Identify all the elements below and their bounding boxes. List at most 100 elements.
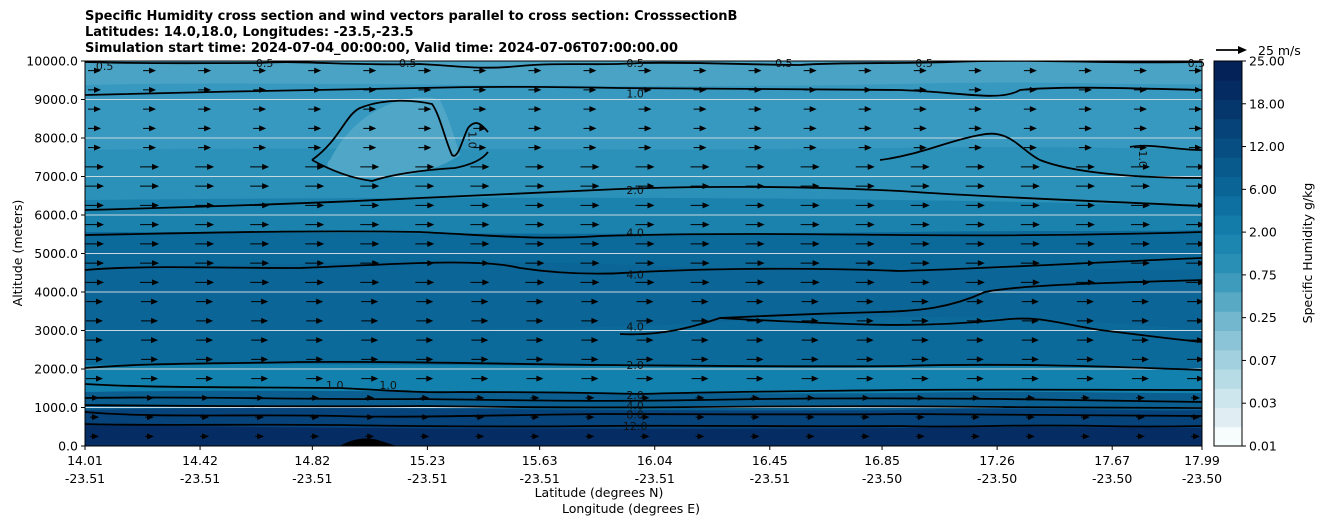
wind-vector-head	[206, 298, 214, 305]
wind-vector-head	[314, 125, 322, 132]
contour-label: 0.5	[915, 57, 933, 70]
wind-vector-head	[1193, 414, 1200, 421]
wind-vector-head	[206, 356, 214, 363]
wind-vector-head	[537, 279, 545, 286]
wind-vector-head	[152, 163, 160, 170]
wind-vector-head	[976, 317, 984, 324]
wind-vector-head	[367, 433, 375, 440]
wind-vector-head	[371, 298, 379, 305]
wind-vector-head	[479, 67, 487, 74]
wind-vector-head	[864, 144, 872, 151]
wind-vector-head	[977, 163, 985, 170]
wind-vector-head	[867, 279, 875, 286]
wind-vector-head	[537, 260, 545, 267]
wind-vector-head	[207, 279, 215, 286]
wind-vector-head	[96, 356, 103, 363]
wind-vector-head	[699, 125, 707, 132]
contour-label: 1.0	[1136, 150, 1149, 168]
contour-4-0-low	[85, 404, 1202, 409]
humidity-band-top	[85, 61, 1202, 86]
wind-vector-head	[261, 337, 269, 344]
colorbar-segment	[1214, 426, 1242, 447]
wind-vector-head	[422, 414, 430, 421]
wind-vector-head	[812, 163, 820, 170]
wind-vector-head	[757, 183, 765, 190]
quiver-key: 25 m/s	[1216, 43, 1301, 58]
quiver-key-arrowhead	[1238, 46, 1247, 54]
wind-vector-head	[92, 414, 99, 421]
y-tick-label: 7000.0	[34, 169, 78, 184]
wind-vector-head	[477, 414, 485, 421]
wind-vector-head	[204, 106, 212, 113]
wind-vector-head	[1087, 260, 1095, 267]
wind-vector-head	[1086, 337, 1094, 344]
wind-vector-head	[589, 125, 597, 132]
colorbar-segment	[1214, 388, 1242, 408]
wind-vector-head	[257, 394, 265, 401]
wind-vector-head	[1198, 221, 1202, 228]
wind-vector-head	[97, 240, 104, 247]
wind-vector-head	[812, 221, 820, 228]
x-tick-label-lon: -23.51	[635, 471, 675, 486]
wind-vector-head	[152, 202, 160, 209]
chart-subtitle-times: Simulation start time: 2024-07-04_00:00:…	[85, 41, 678, 56]
wind-vector-head	[921, 298, 929, 305]
wind-vector-head	[917, 433, 925, 440]
wind-vector-head	[1197, 298, 1202, 305]
wind-vector-head	[482, 221, 490, 228]
wind-vector-head	[424, 106, 432, 113]
wind-vector-head	[372, 240, 380, 247]
wind-vector-head	[147, 394, 155, 401]
colorbar-segment	[1214, 369, 1242, 389]
wind-vector-head	[481, 317, 489, 324]
wind-vector-head	[1141, 337, 1149, 344]
wind-vector-head	[1197, 337, 1202, 344]
wind-vector-head	[642, 414, 650, 421]
wind-vector-head	[866, 356, 874, 363]
x-tick-label-lon: -23.51	[65, 471, 105, 486]
chart-title: Specific Humidity cross section and wind…	[85, 9, 738, 24]
contour-1-0-pocket-b	[311, 151, 489, 182]
wind-vector-head	[812, 183, 820, 190]
wind-vector-head	[757, 221, 765, 228]
wind-vector-head	[96, 298, 103, 305]
wind-vector-head	[811, 356, 819, 363]
wind-vector-head	[1086, 298, 1094, 305]
wind-vector-head	[426, 317, 434, 324]
wind-vector-head	[702, 279, 710, 286]
x-tick-label-lat: 14.42	[182, 453, 218, 468]
wind-vector-head	[367, 394, 375, 401]
wind-vector-head	[482, 279, 490, 286]
contour-1-0-lower	[85, 383, 1202, 395]
wind-vector-head	[972, 394, 980, 401]
colorbar-tick-label: 0.25	[1249, 310, 1277, 325]
wind-vector-head	[482, 240, 490, 247]
wind-vector-head	[974, 106, 982, 113]
wind-vector-head	[976, 337, 984, 344]
wind-vector-head	[1142, 183, 1150, 190]
wind-vector-head	[1087, 163, 1095, 170]
wind-vector-head	[97, 279, 104, 286]
contour-1-0-pocket-a	[311, 99, 489, 161]
wind-vector-head	[1087, 202, 1095, 209]
wind-vector-head	[1031, 356, 1039, 363]
wind-vector-head	[479, 125, 487, 132]
wind-vector-head	[536, 298, 544, 305]
wind-vector-head	[477, 433, 485, 440]
wind-vector-head	[1195, 144, 1202, 151]
wind-vector-head	[977, 279, 985, 286]
wind-vector-head	[204, 67, 212, 74]
wind-vector-head	[537, 183, 545, 190]
wind-vector-head	[592, 183, 600, 190]
wind-vector-head	[757, 240, 765, 247]
wind-vector-head	[1087, 279, 1095, 286]
wind-vector-head	[1032, 240, 1040, 247]
wind-vector-head	[94, 125, 101, 132]
contour-label: 2.0	[626, 184, 644, 197]
wind-vector-head	[1031, 317, 1039, 324]
wind-vector-head	[867, 260, 875, 267]
colorbar-segment	[1214, 99, 1242, 120]
wind-vector-head	[1027, 394, 1035, 401]
wind-vector-head	[204, 86, 212, 93]
wind-vector-head	[317, 279, 325, 286]
